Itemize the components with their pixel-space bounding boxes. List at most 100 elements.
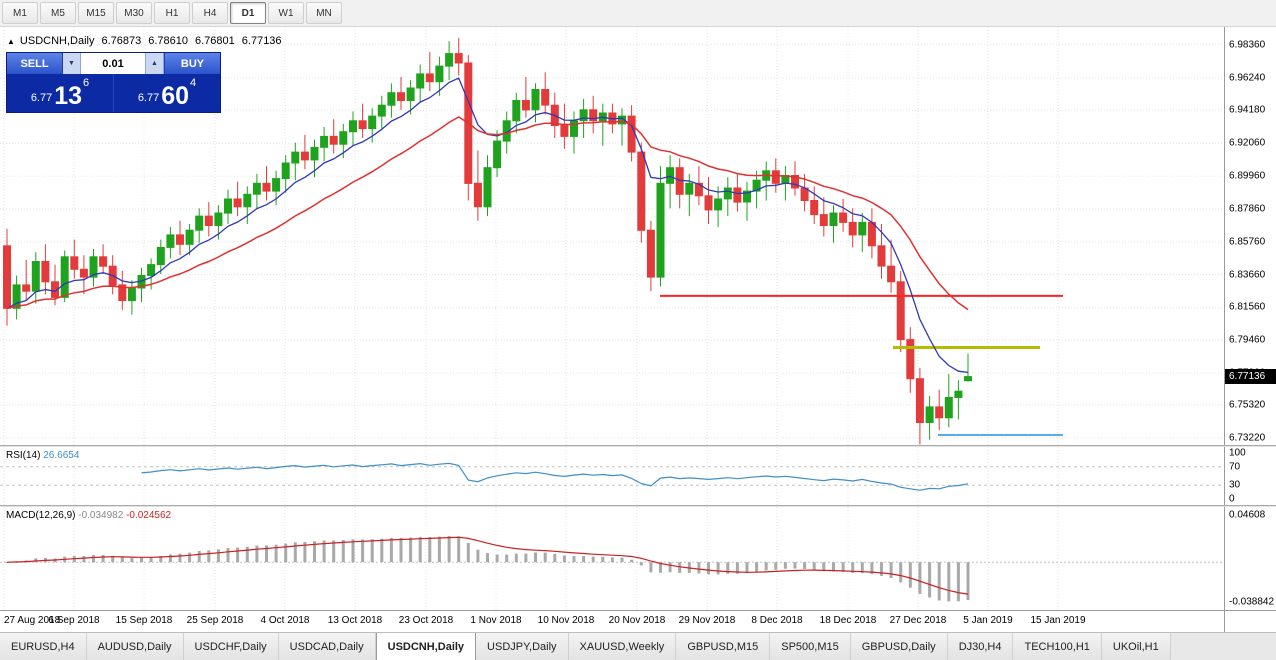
timeframe-button-h1[interactable]: H1: [154, 2, 190, 24]
price-chart-canvas[interactable]: [0, 27, 1224, 445]
rsi-name: RSI(14): [6, 450, 41, 461]
timeframe-button-h4[interactable]: H4: [192, 2, 228, 24]
volume-input[interactable]: [81, 53, 146, 74]
rsi-tick: 100: [1229, 447, 1246, 459]
timeframe-button-d1[interactable]: D1: [230, 2, 266, 24]
chevron-up-icon: ▲: [151, 60, 158, 67]
date-label: 27 Dec 2018: [889, 615, 947, 626]
chart-tab-ukoil-h1[interactable]: UKOil,H1: [1101, 633, 1171, 660]
buy-price-big: 60: [161, 82, 190, 110]
buy-price-prefix: 6.77: [137, 92, 160, 104]
chart-tab-dj30-h4[interactable]: DJ30,H4: [947, 633, 1014, 660]
ohlc-high: 6.78610: [148, 35, 189, 47]
chart-ohlc-header: ▲ USDCNH,Daily 6.76873 6.78610 6.76801 6…: [7, 35, 282, 47]
time-axis-labels: 27 Aug 2018 6 Sep 2018 15 Sep 2018 25 Sep 2…: [0, 611, 1224, 632]
chart-tab-sp500-m15[interactable]: SP500,M15: [770, 633, 851, 660]
chart-tab-usdcnh-daily[interactable]: USDCNH,Daily: [375, 633, 477, 660]
chart-symbol-label: USDCNH,Daily: [19, 35, 95, 47]
rsi-axis[interactable]: 100 70 30 0: [1224, 447, 1276, 505]
chart-tabs-bar: EURUSD,H4 AUDUSD,Daily USDCHF,Daily USDCAD,…: [0, 632, 1276, 660]
volume-decrease-button[interactable]: ▼: [63, 53, 81, 74]
date-label: 18 Dec 2018: [819, 615, 877, 626]
axis-corner: [1224, 611, 1276, 632]
sell-price-pip: 6: [83, 77, 90, 89]
date-label: 1 Nov 2018: [470, 615, 522, 626]
timeframe-button-m15[interactable]: M15: [78, 2, 114, 24]
macd-tick: -0.038842: [1229, 596, 1275, 608]
rsi-tick: 0: [1229, 493, 1235, 505]
chart-tab-usdchf-daily[interactable]: USDCHF,Daily: [183, 633, 279, 660]
rsi-tick: 30: [1229, 479, 1241, 491]
buy-price-pip: 4: [190, 77, 197, 89]
macd-label: MACD(12,26,9) -0.034982 -0.024562: [6, 510, 171, 521]
macd-canvas[interactable]: [0, 507, 1224, 610]
chart-marker-icon: ▲: [7, 36, 15, 46]
date-label: 25 Sep 2018: [186, 615, 244, 626]
date-label: 15 Sep 2018: [115, 615, 173, 626]
sell-price-big: 13: [54, 82, 83, 110]
macd-signal-value: -0.024562: [126, 510, 172, 521]
date-label: 15 Jan 2019: [1030, 615, 1086, 626]
price-tick: 6.75320: [1229, 399, 1266, 411]
panel-separator[interactable]: [0, 445, 1276, 447]
ohlc-close: 6.77136: [241, 35, 282, 47]
rsi-label: RSI(14) 26.6654: [6, 450, 79, 461]
date-label: 13 Oct 2018: [327, 615, 383, 626]
chart-tab-usdjpy-daily[interactable]: USDJPY,Daily: [476, 633, 569, 660]
price-tick: 6.85760: [1229, 236, 1266, 248]
chevron-down-icon: ▼: [68, 60, 75, 67]
current-price-badge: 6.77136: [1225, 368, 1276, 384]
macd-name: MACD(12,26,9): [6, 510, 76, 521]
price-tick: 6.81560: [1229, 301, 1266, 313]
price-tick: 6.73220: [1229, 432, 1266, 444]
price-tick: 6.94180: [1229, 104, 1266, 116]
chart-tab-usdcad-daily[interactable]: USDCAD,Daily: [278, 633, 376, 660]
price-axis[interactable]: 6.98360 6.96240 6.94180 6.92060 6.89960 6.878…: [1224, 27, 1276, 445]
timeframe-toolbar: M1 M5 M15 M30 H1 H4 D1 W1 MN: [0, 0, 1276, 27]
buy-button[interactable]: BUY: [164, 53, 220, 74]
macd-panel: 0.04608 -0.038842 MACD(12,26,9) -0.034982…: [0, 507, 1276, 610]
buy-price-display[interactable]: 6.77 60 4: [114, 74, 220, 112]
chart-tab-xauusd-weekly[interactable]: XAUUSD,Weekly: [568, 633, 677, 660]
date-label: 5 Jan 2019: [963, 615, 1013, 626]
chart-tab-audusd-daily[interactable]: AUDUSD,Daily: [86, 633, 184, 660]
price-tick: 6.96240: [1229, 72, 1266, 84]
price-tick: 6.79460: [1229, 334, 1266, 346]
chart-tab-eurusd-h4[interactable]: EURUSD,H4: [0, 633, 87, 660]
chart-tab-gbpusd-m15[interactable]: GBPUSD,M15: [676, 633, 771, 660]
date-label: 29 Nov 2018: [678, 615, 736, 626]
price-tick: 6.83660: [1229, 269, 1266, 281]
main-chart-panel: 6.98360 6.96240 6.94180 6.92060 6.89960 6.878…: [0, 27, 1276, 445]
sell-button[interactable]: SELL: [7, 53, 63, 74]
timeframe-button-m1[interactable]: M1: [2, 2, 38, 24]
date-label: 10 Nov 2018: [537, 615, 595, 626]
price-tick: 6.92060: [1229, 137, 1266, 149]
price-tick: 6.98360: [1229, 39, 1266, 51]
ohlc-open: 6.76873: [101, 35, 142, 47]
price-tick: 6.87860: [1229, 203, 1266, 215]
date-label: 20 Nov 2018: [608, 615, 666, 626]
timeframe-button-m30[interactable]: M30: [116, 2, 152, 24]
rsi-tick: 70: [1229, 461, 1241, 473]
macd-axis[interactable]: 0.04608 -0.038842: [1224, 507, 1276, 610]
timeframe-button-m5[interactable]: M5: [40, 2, 76, 24]
date-label: 27 Aug 2018: [4, 615, 61, 626]
macd-tick: 0.04608: [1229, 509, 1266, 521]
sell-price-display[interactable]: 6.77 13 6: [7, 74, 113, 112]
rsi-value: 26.6654: [43, 450, 80, 461]
timeframe-button-mn[interactable]: MN: [306, 2, 342, 24]
date-label: 6 Sep 2018: [48, 615, 100, 626]
chart-tab-gbpusd-daily[interactable]: GBPUSD,Daily: [850, 633, 948, 660]
volume-increase-button[interactable]: ▲: [146, 53, 164, 74]
sell-price-prefix: 6.77: [30, 92, 53, 104]
rsi-canvas[interactable]: [0, 447, 1224, 505]
macd-hist-value: -0.034982: [78, 510, 124, 521]
timeframe-button-w1[interactable]: W1: [268, 2, 304, 24]
date-label: 23 Oct 2018: [398, 615, 454, 626]
panel-separator[interactable]: [0, 505, 1276, 507]
chart-tab-tech100-h1[interactable]: TECH100,H1: [1013, 633, 1102, 660]
date-label: 8 Dec 2018: [751, 615, 803, 626]
time-axis[interactable]: 27 Aug 2018 6 Sep 2018 15 Sep 2018 25 Sep 2…: [0, 610, 1276, 632]
